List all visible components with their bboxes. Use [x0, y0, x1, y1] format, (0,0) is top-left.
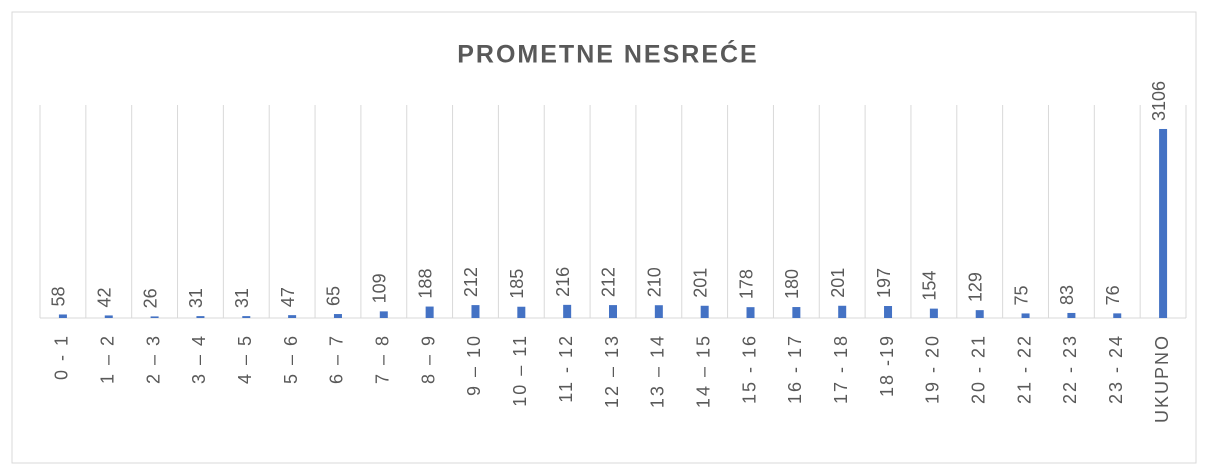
bar	[150, 316, 159, 318]
data-label: 212	[461, 267, 481, 297]
data-label: 75	[1011, 285, 1031, 305]
data-label: 197	[874, 268, 894, 298]
data-label: 178	[736, 269, 756, 299]
x-tick-label: 11 - 12	[556, 334, 576, 403]
x-tick-label: 0 - 1	[52, 334, 72, 380]
bar	[104, 315, 113, 318]
x-tick-label: 13 – 14	[648, 334, 668, 408]
data-label: 201	[690, 268, 710, 298]
data-label: 31	[232, 288, 252, 308]
x-tick-label: 21 - 22	[1014, 334, 1034, 404]
data-label: 47	[278, 287, 298, 307]
x-tick-label: 8 – 9	[418, 334, 438, 384]
bar	[196, 316, 205, 318]
bar	[379, 311, 388, 318]
data-label: 212	[599, 267, 619, 297]
x-tick-label: 18 -19	[877, 334, 897, 397]
bar	[425, 306, 434, 318]
data-label: 65	[324, 286, 344, 306]
x-tick-label: 6 – 7	[327, 334, 347, 384]
data-label: 58	[49, 286, 69, 306]
x-tick-label: 20 - 21	[968, 334, 988, 404]
bar	[242, 316, 251, 318]
bar	[700, 305, 709, 318]
data-label: 201	[828, 268, 848, 298]
data-label: 180	[782, 269, 802, 299]
bar	[58, 314, 67, 318]
x-tick-label: 7 – 8	[373, 334, 393, 384]
x-tick-label: 17 - 18	[831, 334, 851, 404]
data-label: 3106	[1149, 81, 1169, 121]
x-tick-label: 2 – 3	[143, 334, 163, 384]
data-label: 216	[553, 267, 573, 297]
x-tick-label: 12 – 13	[602, 334, 622, 408]
x-tick-label: 9 – 10	[464, 334, 484, 396]
bar	[929, 308, 938, 318]
bar	[838, 305, 847, 318]
x-tick-label: 22 - 23	[1060, 334, 1080, 404]
bar	[792, 307, 801, 318]
bar	[884, 306, 893, 318]
bar	[1067, 312, 1076, 318]
bar	[563, 304, 572, 318]
bar	[746, 307, 755, 318]
data-label: 76	[1103, 285, 1123, 305]
bar	[471, 305, 480, 318]
x-tick-label: 5 – 6	[281, 334, 301, 384]
bar	[1113, 313, 1122, 318]
x-tick-label: 23 - 24	[1106, 334, 1126, 404]
x-tick-label: 15 - 16	[739, 334, 759, 404]
data-label: 26	[140, 288, 160, 308]
bar	[1159, 128, 1168, 318]
data-label: 42	[95, 287, 115, 307]
data-label: 83	[1057, 285, 1077, 305]
x-tick-label: 19 - 20	[923, 334, 943, 404]
x-tick-label: 16 - 17	[785, 334, 805, 404]
chart-title: PROMETNE NESREĆE	[457, 39, 758, 69]
data-label: 109	[370, 273, 390, 303]
bar	[1021, 313, 1030, 318]
bar	[288, 315, 297, 318]
data-label: 31	[186, 288, 206, 308]
bar	[333, 314, 342, 318]
data-label: 210	[645, 267, 665, 297]
x-tick-label: 14 – 15	[693, 334, 713, 408]
x-tick-label: 1 – 2	[98, 334, 118, 384]
data-label: 154	[920, 271, 940, 301]
data-label: 188	[415, 269, 435, 299]
x-tick-label: UKUPNO	[1152, 334, 1172, 423]
x-tick-label: 4 – 5	[235, 334, 255, 384]
bar	[517, 306, 526, 318]
x-tick-label: 10 – 11	[510, 334, 530, 407]
bar	[975, 310, 984, 318]
data-label: 129	[965, 272, 985, 302]
bar	[609, 305, 617, 318]
x-tick-label: 3 – 4	[189, 334, 209, 384]
chart-border	[11, 11, 1197, 464]
bar	[654, 305, 663, 318]
data-label: 185	[507, 269, 527, 299]
